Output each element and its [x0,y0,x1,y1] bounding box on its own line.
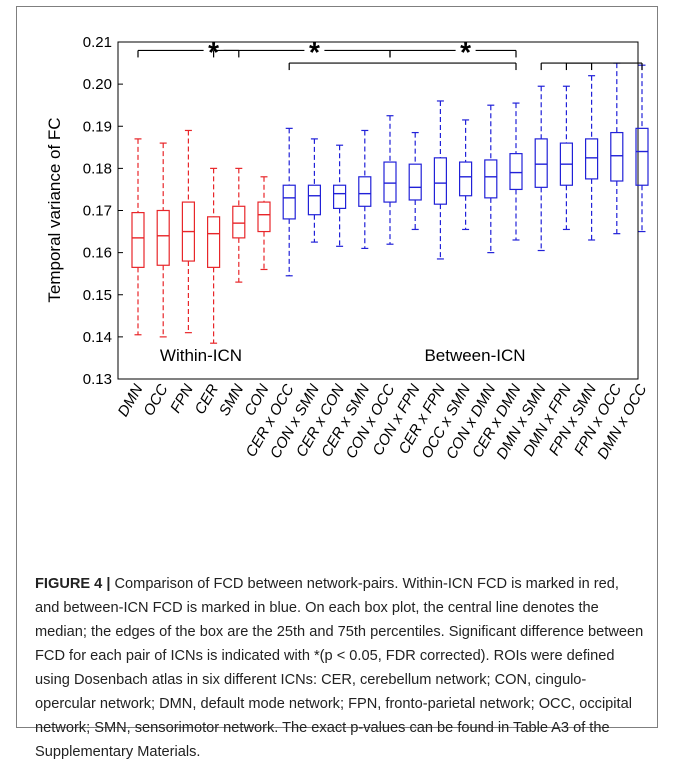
y-tick-label: 0.18 [83,160,112,177]
box-iqr [509,153,523,191]
box-7 [307,138,321,243]
y-tick-label: 0.20 [83,76,112,93]
box-17 [559,85,574,231]
bracket-0: * [137,36,240,67]
caption-text: Comparison of FCD between network-pairs.… [35,576,644,760]
box-10 [383,115,397,245]
caption-label: FIGURE 4 | [35,576,111,592]
y-tick-label: 0.16 [83,245,112,262]
box-iqr [333,184,347,209]
y-axis-label: Temporal variance of FC [45,117,64,302]
box-plot-chart: 0.130.140.150.160.170.180.190.200.21 * * *… [45,34,651,462]
box-0 [131,138,145,336]
box-iqr [383,161,397,203]
group-label-between: Between-ICN [424,346,525,365]
y-tick-label: 0.14 [83,329,112,346]
box-16 [534,85,548,252]
box-iqr [459,161,473,197]
box-iqr [534,138,548,188]
box-20 [635,64,649,233]
box-12 [433,100,447,260]
box-3 [207,167,221,344]
box-iqr [156,209,170,266]
box-14 [484,104,498,254]
box-1 [156,142,170,338]
box-iqr [433,157,447,205]
box-iqr [358,176,372,207]
y-tick-label: 0.13 [83,371,112,388]
box-5 [257,176,271,271]
star-backing [304,44,325,57]
bracket-1: * [213,36,391,67]
box-15 [509,102,523,241]
group-label-within: Within-ICN [160,346,242,365]
box-iqr [257,201,271,233]
star-backing [455,44,476,57]
box-4 [232,167,246,283]
bracket-3 [288,62,517,71]
box-iqr [635,127,649,186]
plot-area [117,41,639,380]
box-iqr [584,138,599,180]
box-11 [408,131,422,231]
y-tick-label: 0.21 [83,34,112,51]
boxes [131,62,649,344]
bracket-5 [565,62,643,71]
box-iqr [307,184,321,216]
box-18 [584,75,599,241]
box-iqr [207,216,221,268]
box-iqr [610,131,624,182]
box-iqr [282,184,296,220]
x-tick-label: OCC [140,381,171,419]
significance-star: * [309,36,320,67]
significance-brackets: * * * [137,36,643,71]
x-tick-label: SMN [216,381,247,419]
box-19 [610,62,624,235]
box-iqr [131,212,145,268]
y-tick-label: 0.19 [83,118,112,135]
box-9 [358,129,372,250]
box-8 [333,144,347,247]
box-6 [282,127,296,277]
y-tick-label: 0.15 [83,287,112,304]
box-13 [459,119,473,231]
x-tick-label: DMN [115,381,147,419]
figure-caption: FIGURE 4 | Comparison of FCD between net… [35,572,645,764]
y-tick-label: 0.17 [83,203,112,220]
y-axis: 0.13 0.14 0.15 0.16 0.17 0.18 0.19 0.20 0.21 [83,34,123,388]
box-iqr [408,163,422,201]
box-iqr [232,205,246,239]
x-tick-label: FPN [167,381,197,416]
box-iqr [484,159,498,199]
significance-star: * [460,36,471,67]
box-2 [181,129,195,334]
bracket-2: * [389,36,517,67]
